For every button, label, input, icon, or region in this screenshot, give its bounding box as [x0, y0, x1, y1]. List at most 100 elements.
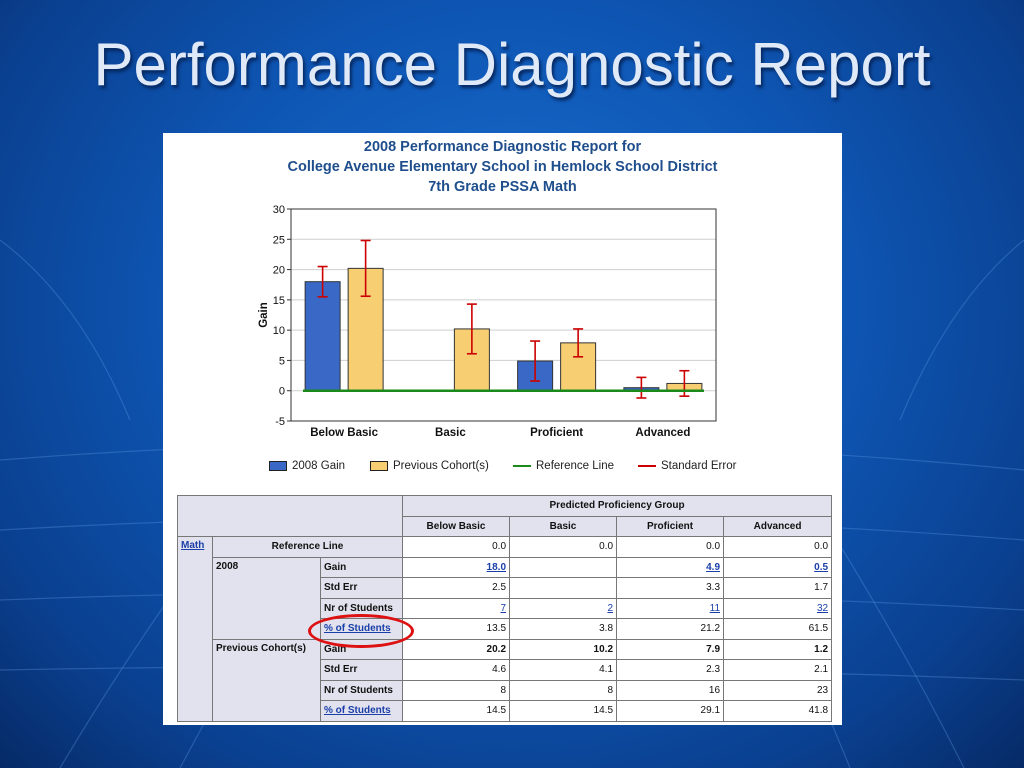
- bar: [304, 281, 341, 392]
- x-tick-label: Basic: [435, 427, 466, 439]
- legend-label-standard-error: Standard Error: [661, 460, 737, 472]
- slide-title: Performance Diagnostic Report: [93, 31, 931, 98]
- x-tick-label: Proficient: [530, 427, 583, 439]
- column-header-below-basic: Below Basic: [402, 515, 511, 537]
- table-cell: 0.0: [402, 536, 511, 558]
- table-cell-link[interactable]: 4.9: [616, 556, 725, 578]
- gain-2008-proficient-link[interactable]: 4.9: [706, 561, 721, 573]
- table-row-prev-stderr: Std Err 4.6 4.1 2.3 2.1: [178, 659, 833, 681]
- reference-line-label: Reference Line: [211, 536, 404, 558]
- table-row-2008-stderr: Std Err 2.5 3.3 1.7: [178, 577, 833, 599]
- table-row-reference: Math Reference Line 0.0 0.0 0.0 0.0: [177, 536, 833, 722]
- row-label-std-err: Std Err: [319, 577, 404, 599]
- report-title-line-1: 2008 Performance Diagnostic Report for: [363, 139, 642, 155]
- y-tick-label: 30: [273, 204, 285, 216]
- legend-item-reference-line: Reference Line: [513, 460, 614, 472]
- report-panel: 2008 Performance Diagnostic Report for C…: [163, 133, 842, 725]
- table-cell: 41.8: [723, 700, 833, 722]
- table-cell: 2.5: [402, 577, 511, 599]
- table-cell: 21.2: [616, 618, 725, 640]
- nr-2008-below-basic-link[interactable]: 7: [500, 602, 507, 614]
- table-cell: 0.0: [616, 536, 725, 558]
- table-cell: 29.1: [616, 700, 725, 722]
- table-cell: 16: [616, 679, 725, 701]
- legend-item-previous-cohorts: Previous Cohort(s): [370, 460, 489, 472]
- report-title-line-3: 7th Grade PSSA Math: [428, 179, 577, 195]
- previous-cohorts-label: Previous Cohort(s): [212, 638, 321, 722]
- table-cell: 1.2: [723, 638, 833, 660]
- row-label-pct-cell[interactable]: % of Students: [319, 700, 404, 722]
- legend-label-previous-cohorts: Previous Cohort(s): [393, 460, 489, 472]
- table-cell: 3.3: [616, 577, 725, 599]
- table-cell: 23: [723, 679, 833, 701]
- table-cell-link[interactable]: 7: [402, 597, 511, 619]
- table-cell-link[interactable]: 32: [723, 597, 833, 619]
- nr-2008-basic-link[interactable]: 2: [607, 602, 614, 614]
- table-cell: 7.9: [616, 638, 725, 660]
- row-label-gain: Gain: [319, 556, 404, 578]
- legend-item-standard-error: Standard Error: [638, 460, 736, 472]
- table-row-prev-gain: Previous Cohort(s) Gain 20.2 10.2 7.9 1.…: [178, 638, 833, 722]
- table-cell: 2.1: [723, 659, 833, 681]
- y-tick-label: 5: [279, 355, 285, 367]
- y-tick-label: 15: [273, 295, 285, 307]
- table-cell: 14.5: [402, 700, 511, 722]
- table-cell: 61.5: [723, 618, 833, 640]
- year-2008-label: 2008: [212, 556, 321, 640]
- y-tick-label: 0: [279, 386, 285, 398]
- table-row-prev-nr: Nr of Students 8 8 16 23: [178, 679, 833, 701]
- column-header-advanced: Advanced: [723, 515, 833, 537]
- legend-swatch-previous-cohorts: [370, 461, 388, 471]
- table-row-prev-pct: % of Students 14.5 14.5 29.1 41.8: [178, 700, 833, 722]
- legend-line-reference: [513, 465, 531, 467]
- table-cell-link[interactable]: 18.0: [402, 556, 511, 578]
- legend-line-standard-error: [638, 465, 656, 467]
- table-cell: 1.7: [723, 577, 833, 599]
- table-corner-cell: [176, 495, 404, 537]
- row-label-nr-of-students: Nr of Students: [319, 679, 404, 701]
- table-cell: 0.0: [509, 536, 618, 558]
- table-cell-link[interactable]: 2: [509, 597, 618, 619]
- legend-label-reference-line: Reference Line: [536, 460, 614, 472]
- table-cell-link[interactable]: 11: [616, 597, 725, 619]
- nr-2008-proficient-link[interactable]: 11: [709, 602, 721, 614]
- table-cell: [509, 556, 618, 578]
- diagnostic-data-table: Predicted Proficiency Group Below Basic …: [176, 495, 833, 722]
- table-cell: 4.1: [509, 659, 618, 681]
- x-tick-label: Below Basic: [310, 427, 378, 439]
- nr-2008-advanced-link[interactable]: 32: [816, 602, 829, 614]
- row-label-std-err: Std Err: [319, 659, 404, 681]
- table-cell: 8: [402, 679, 511, 701]
- column-header-basic: Basic: [509, 515, 618, 537]
- y-tick-label: -5: [275, 416, 285, 428]
- y-tick-label: 10: [273, 325, 285, 337]
- legend-item-2008-gain: 2008 Gain: [269, 460, 345, 472]
- table-cell: 20.2: [402, 638, 511, 660]
- table-cell: 4.6: [402, 659, 511, 681]
- gain-2008-below-basic-link[interactable]: 18.0: [486, 561, 507, 573]
- legend-swatch-2008-gain: [269, 461, 287, 471]
- table-cell: 0.0: [723, 536, 833, 558]
- report-title-line-2: College Avenue Elementary School in Heml…: [287, 159, 718, 175]
- table-cell: 8: [509, 679, 618, 701]
- table-cell: 14.5: [509, 700, 618, 722]
- table-cell-link[interactable]: 0.5: [723, 556, 833, 578]
- y-axis-label: Gain: [258, 302, 270, 328]
- subject-math-link[interactable]: Math: [181, 540, 205, 551]
- table-row-2008-gain: 2008 Gain 18.0 4.9 0.5: [178, 556, 833, 640]
- y-tick-label: 20: [273, 265, 285, 277]
- legend-label-2008-gain: 2008 Gain: [292, 460, 346, 472]
- group-header: Predicted Proficiency Group: [402, 495, 833, 517]
- table-cell: 2.3: [616, 659, 725, 681]
- pct-of-students-prev-link[interactable]: % of Students: [324, 705, 391, 717]
- table-header-row-1: Predicted Proficiency Group: [176, 495, 833, 537]
- gain-bar-chart: -5 0 5 10 15 20 25 30 Gain Below Basic Basic Profic…: [258, 204, 717, 439]
- column-header-proficient: Proficient: [616, 515, 725, 537]
- y-tick-label: 25: [273, 234, 285, 246]
- highlight-ellipse: [308, 614, 414, 648]
- plot-area: [290, 208, 717, 422]
- table-cell: [509, 577, 618, 599]
- gain-2008-advanced-link[interactable]: 0.5: [814, 561, 829, 573]
- table-cell: 13.5: [402, 618, 511, 640]
- table-cell: 10.2: [509, 638, 618, 660]
